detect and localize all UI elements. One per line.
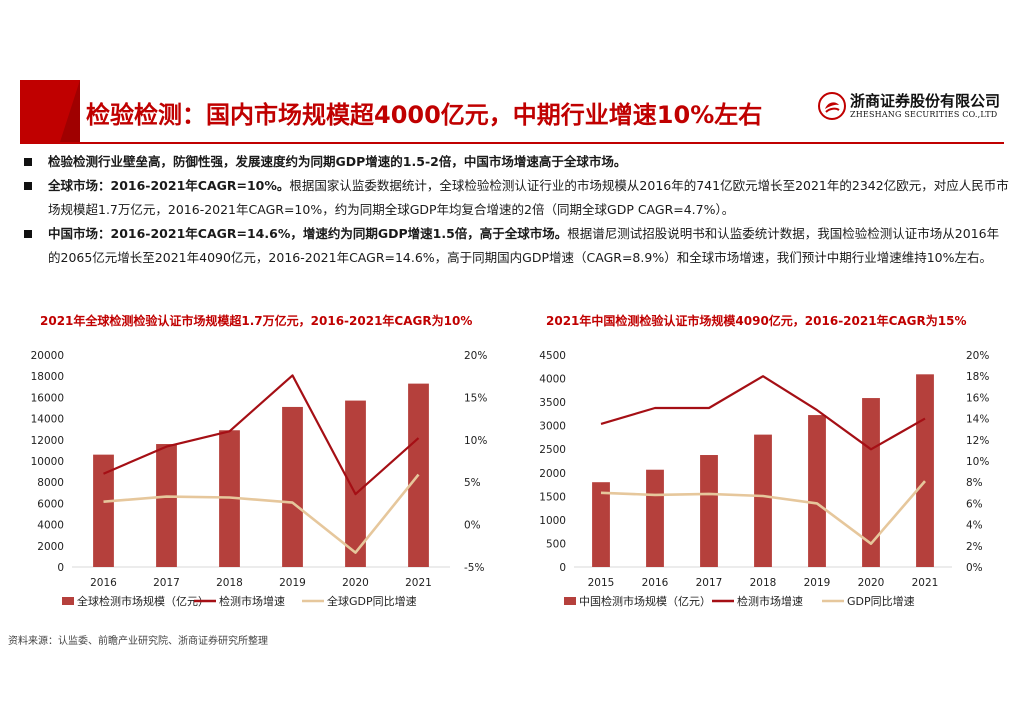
logo-emblem-icon [818, 92, 846, 120]
bullet-text: 根据谱尼测试招股说明书和认监委统计数据，我国检验检测认证市场从2016年的206… [48, 226, 1000, 265]
bar [156, 444, 177, 567]
x-axis-tick-label: 2020 [858, 577, 885, 589]
bullet-item: 检验检测行业壁垒高，防御性强，发展速度约为同期GDP增速的1.5-2倍，中国市场… [20, 150, 1010, 174]
left-axis-tick-label: 8000 [37, 477, 64, 489]
x-axis-tick-label: 2021 [405, 577, 432, 589]
bar [93, 454, 114, 567]
left-axis-tick-label: 3500 [539, 397, 566, 409]
right-axis-tick-label: 6% [966, 498, 983, 510]
title-accent-block [20, 80, 80, 142]
left-axis-tick-label: 0 [559, 562, 566, 574]
legend-swatch-bar [62, 597, 74, 605]
right-axis-tick-label: 0% [464, 520, 481, 532]
legend-label: GDP同比增速 [847, 594, 915, 608]
page-title: 检验检测：国内市场规模超4000亿元，中期行业增速10%左右 [86, 101, 763, 129]
bullet-item: 中国市场：2016-2021年CAGR=14.6%，增速约为同期GDP增速1.5… [20, 222, 1010, 270]
right-axis-tick-label: 0% [966, 562, 983, 574]
right-axis-tick-label: 20% [464, 350, 487, 362]
left-axis-tick-label: 500 [546, 538, 566, 550]
bar [282, 406, 303, 567]
right-axis-tick-label: 14% [966, 414, 989, 426]
bar [592, 482, 610, 567]
left-axis-tick-label: 4000 [37, 520, 64, 532]
x-axis-tick-label: 2017 [696, 577, 723, 589]
right-axis-tick-label: 15% [464, 392, 487, 404]
series-line [103, 473, 420, 554]
left-axis-tick-label: 0 [57, 562, 64, 574]
source-note: 资料来源：认监委、前瞻产业研究院、浙商证券研究所整理 [8, 636, 268, 647]
left-axis-tick-label: 20000 [31, 350, 64, 362]
left-axis-tick-label: 6000 [37, 498, 64, 510]
left-axis-tick-label: 12000 [31, 435, 64, 447]
title-underline [20, 142, 1004, 144]
x-axis-tick-label: 2020 [342, 577, 369, 589]
x-axis-tick-label: 2019 [279, 577, 306, 589]
left-axis-tick-label: 2000 [37, 541, 64, 553]
legend-label: 中国检测市场规模（亿元） [579, 594, 711, 608]
legend-label: 检测市场增速 [737, 594, 803, 608]
bar [862, 398, 880, 567]
bullet-bold-text: 全球市场：2016-2021年CAGR=10%。 [48, 178, 290, 193]
bullet-text: 根据国家认监委数据统计，全球检验检测认证行业的市场规模从2016年的741亿欧元… [48, 178, 1009, 217]
right-axis-tick-label: -5% [464, 562, 484, 574]
bullet-square-icon [24, 182, 32, 190]
right-axis-tick-label: 5% [464, 477, 481, 489]
chart-china-market: 0 500 1000 1500 2000 2500 3000 3500 4000 4500 0% 2%… [539, 350, 989, 608]
left-axis-tick-label: 2000 [539, 468, 566, 480]
x-axis-tick-label: 2017 [153, 577, 180, 589]
series-line [600, 375, 926, 451]
left-axis-tick-label: 14000 [31, 414, 64, 426]
series-line [600, 480, 926, 545]
bullet-square-icon [24, 158, 32, 166]
left-axis-tick-label: 16000 [31, 392, 64, 404]
logo-name-en: ZHESHANG SECURITIES CO.,LTD [850, 110, 998, 119]
logo-name-cn: 浙商证券股份有限公司 [850, 92, 1001, 110]
right-axis-tick-label: 12% [966, 435, 989, 447]
legend-label: 全球GDP同比增速 [327, 594, 417, 608]
left-axis-tick-label: 1500 [539, 491, 566, 503]
x-axis-tick-label: 2016 [90, 577, 117, 589]
chart-title-global: 2021年全球检测检验认证市场规模超1.7万亿元，2016-2021年CAGR为… [40, 314, 473, 328]
company-logo: 浙商证券股份有限公司 ZHESHANG SECURITIES CO.,LTD [818, 88, 1008, 128]
chart-global-market: 0 2000 4000 6000 8000 10000 12000 14000 16000 180… [31, 350, 488, 608]
left-axis-tick-label: 2500 [539, 444, 566, 456]
bar [700, 455, 718, 567]
bar [754, 434, 772, 567]
x-axis-tick-label: 2016 [642, 577, 669, 589]
left-axis-tick-label: 10000 [31, 456, 64, 468]
bullet-list: 检验检测行业壁垒高，防御性强，发展速度约为同期GDP增速的1.5-2倍，中国市场… [20, 150, 1010, 270]
legend-label: 全球检测市场规模（亿元） [77, 594, 209, 608]
right-axis-tick-label: 20% [966, 350, 989, 362]
bar [345, 400, 366, 567]
left-axis-tick-label: 4500 [539, 350, 566, 362]
bullet-bold-text: 检验检测行业壁垒高，防御性强，发展速度约为同期GDP增速的1.5-2倍，中国市场… [48, 154, 627, 169]
x-axis-tick-label: 2015 [588, 577, 615, 589]
bullet-item: 全球市场：2016-2021年CAGR=10%。根据国家认监委数据统计，全球检验… [20, 174, 1010, 222]
bar [808, 415, 826, 567]
x-axis-tick-label: 2018 [750, 577, 777, 589]
x-axis-tick-label: 2018 [216, 577, 243, 589]
bar [916, 374, 934, 567]
right-axis-tick-label: 10% [966, 456, 989, 468]
chart-title-china: 2021年中国检测检验认证市场规模4090亿元，2016-2021年CAGR为1… [546, 314, 967, 328]
x-axis-tick-label: 2021 [912, 577, 939, 589]
legend-swatch-bar [564, 597, 576, 605]
right-axis-tick-label: 4% [966, 520, 983, 532]
bullet-bold-text: 中国市场：2016-2021年CAGR=14.6%，增速约为同期GDP增速1.5… [48, 226, 568, 241]
left-axis-tick-label: 4000 [539, 374, 566, 386]
right-axis-tick-label: 2% [966, 541, 983, 553]
right-axis-tick-label: 10% [464, 435, 487, 447]
left-axis-tick-label: 1000 [539, 515, 566, 527]
right-axis-tick-label: 16% [966, 392, 989, 404]
bar [646, 469, 664, 567]
x-axis-tick-label: 2019 [804, 577, 831, 589]
left-axis-tick-label: 3000 [539, 421, 566, 433]
bullet-square-icon [24, 230, 32, 238]
right-axis-tick-label: 18% [966, 371, 989, 383]
series-line [103, 374, 420, 496]
legend-label: 检测市场增速 [219, 594, 285, 608]
right-axis-tick-label: 8% [966, 477, 983, 489]
left-axis-tick-label: 18000 [31, 371, 64, 383]
